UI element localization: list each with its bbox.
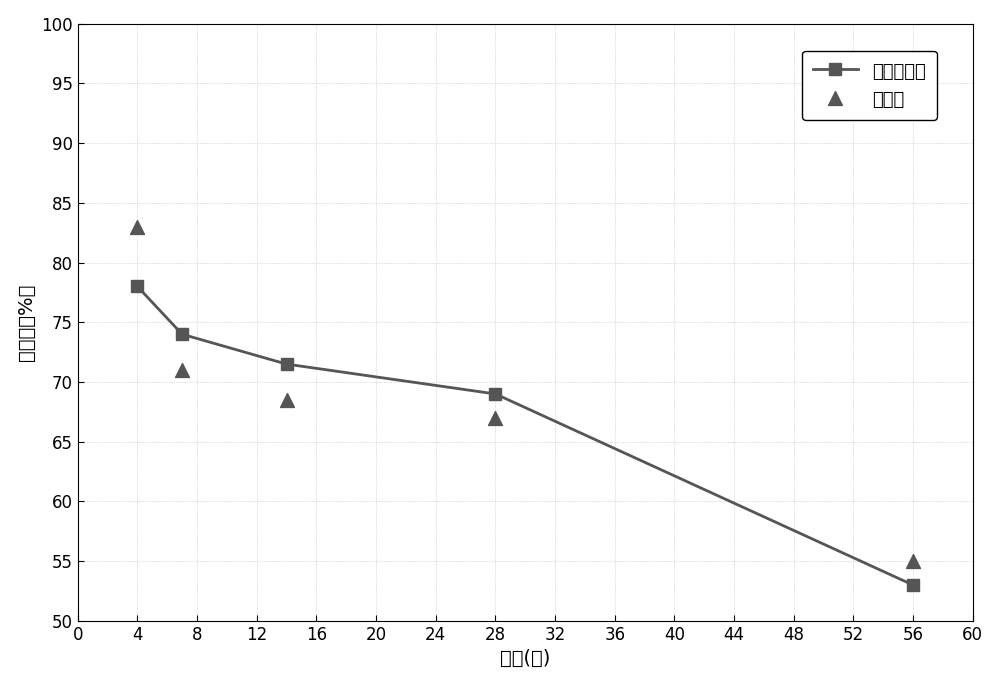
Y-axis label: 饱和度（%）: 饱和度（%） — [17, 284, 36, 361]
本专利方法 — [281, 360, 293, 369]
称重法 — [174, 364, 190, 375]
称重法 — [487, 412, 503, 423]
本专利方法 — [131, 282, 143, 290]
称重法 — [279, 395, 295, 406]
X-axis label: 龄期(天): 龄期(天) — [500, 649, 550, 669]
本专利方法 — [489, 390, 501, 398]
称重法 — [129, 221, 145, 232]
本专利方法 — [176, 330, 188, 338]
称重法 — [905, 556, 921, 566]
本专利方法 — [907, 581, 919, 589]
Line: 本专利方法: 本专利方法 — [132, 281, 919, 590]
Legend: 本专利方法, 称重法: 本专利方法, 称重法 — [802, 51, 937, 120]
